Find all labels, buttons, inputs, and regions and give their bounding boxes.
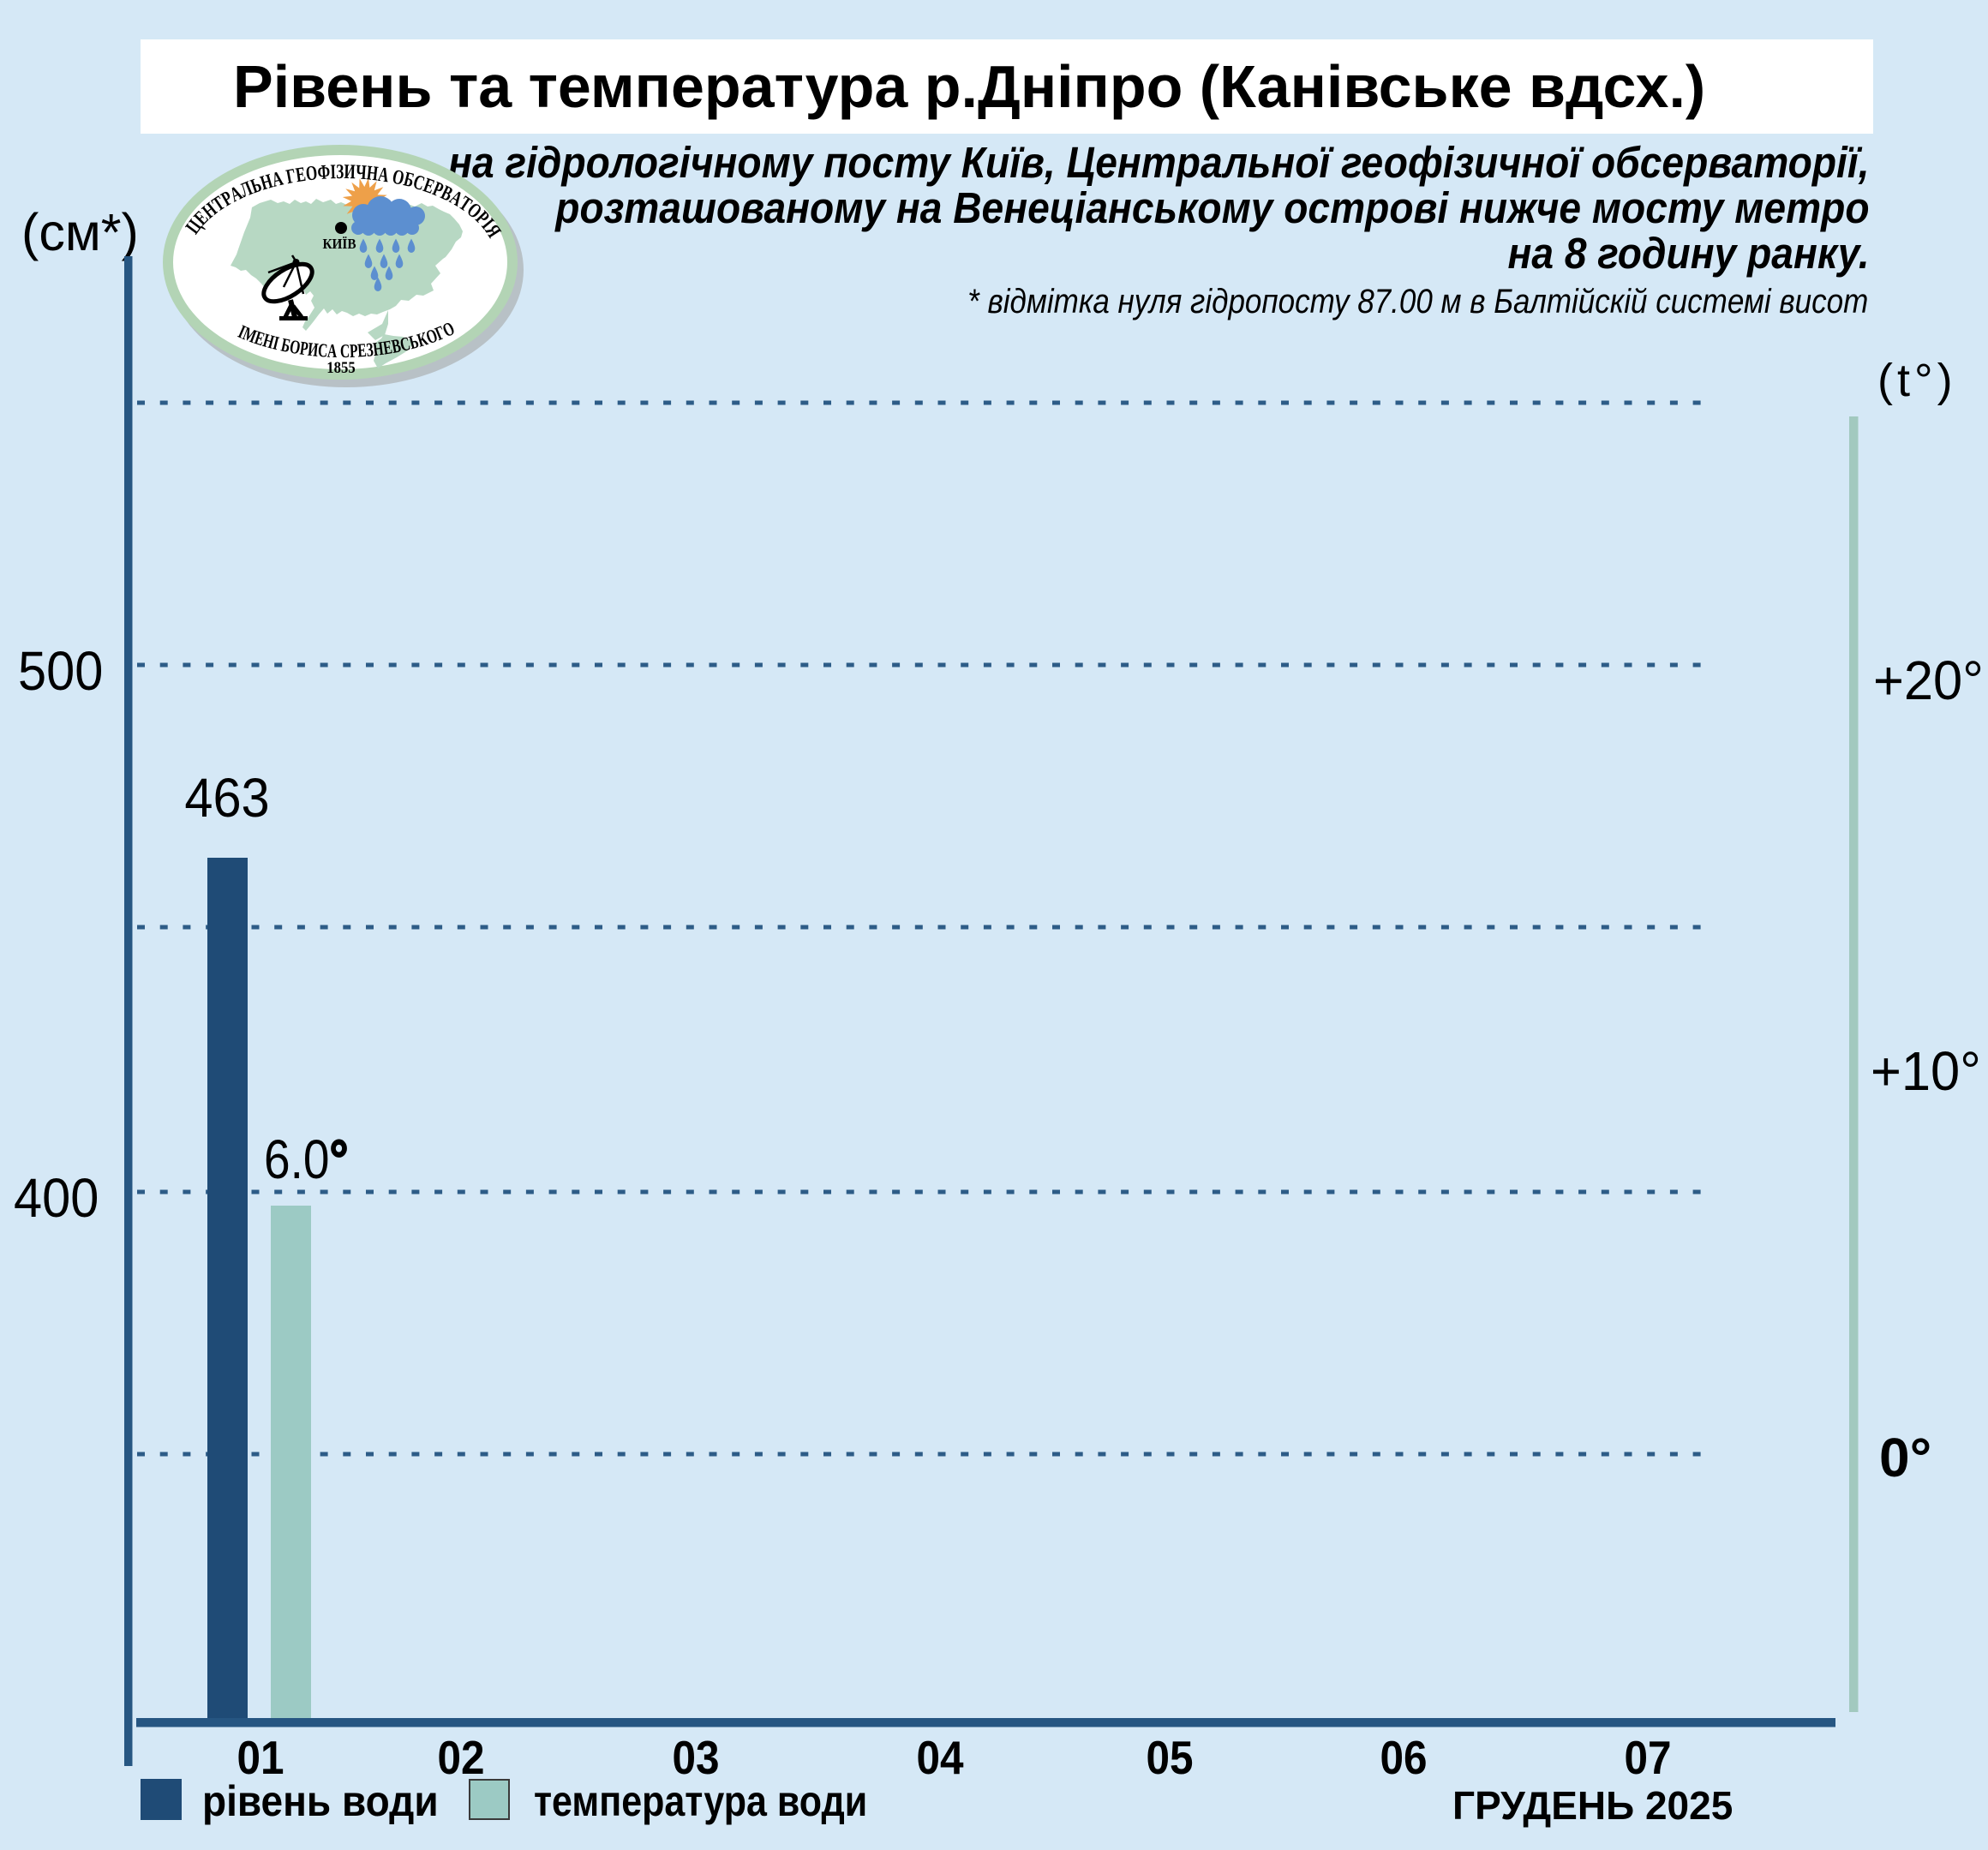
svg-text:А: А: [327, 341, 338, 362]
svg-text:В: В: [390, 336, 403, 358]
svg-text:Р: Р: [350, 341, 359, 362]
svg-text:Ч: Ч: [355, 159, 367, 183]
svg-text:О: О: [288, 337, 302, 359]
svg-text:І: І: [330, 159, 336, 183]
svg-text:Е: Е: [356, 340, 367, 362]
svg-text:Е: Е: [294, 162, 307, 187]
svg-text:Г: Г: [284, 164, 298, 189]
svg-text:1855: 1855: [326, 358, 355, 376]
svg-text:О: О: [304, 160, 318, 185]
svg-text:А: А: [377, 162, 391, 187]
svg-text:И: И: [307, 339, 320, 362]
svg-text:Н: Н: [372, 338, 385, 361]
svg-text:Б: Б: [279, 335, 292, 357]
svg-text:О: О: [391, 165, 407, 190]
svg-text:З: З: [365, 340, 374, 362]
svg-text:І: І: [271, 333, 281, 355]
svg-text:С: С: [317, 340, 328, 362]
svg-text:Р: Р: [298, 338, 309, 360]
svg-text:КИЇВ: КИЇВ: [322, 236, 356, 252]
svg-text:Ф: Ф: [317, 159, 331, 184]
svg-text:С: С: [340, 341, 350, 362]
svg-text:З: З: [336, 159, 344, 183]
svg-text:С: С: [398, 333, 412, 356]
svg-text:Н: Н: [365, 160, 379, 185]
svg-text:Е: Е: [381, 338, 393, 360]
svg-text:И: И: [344, 159, 356, 183]
